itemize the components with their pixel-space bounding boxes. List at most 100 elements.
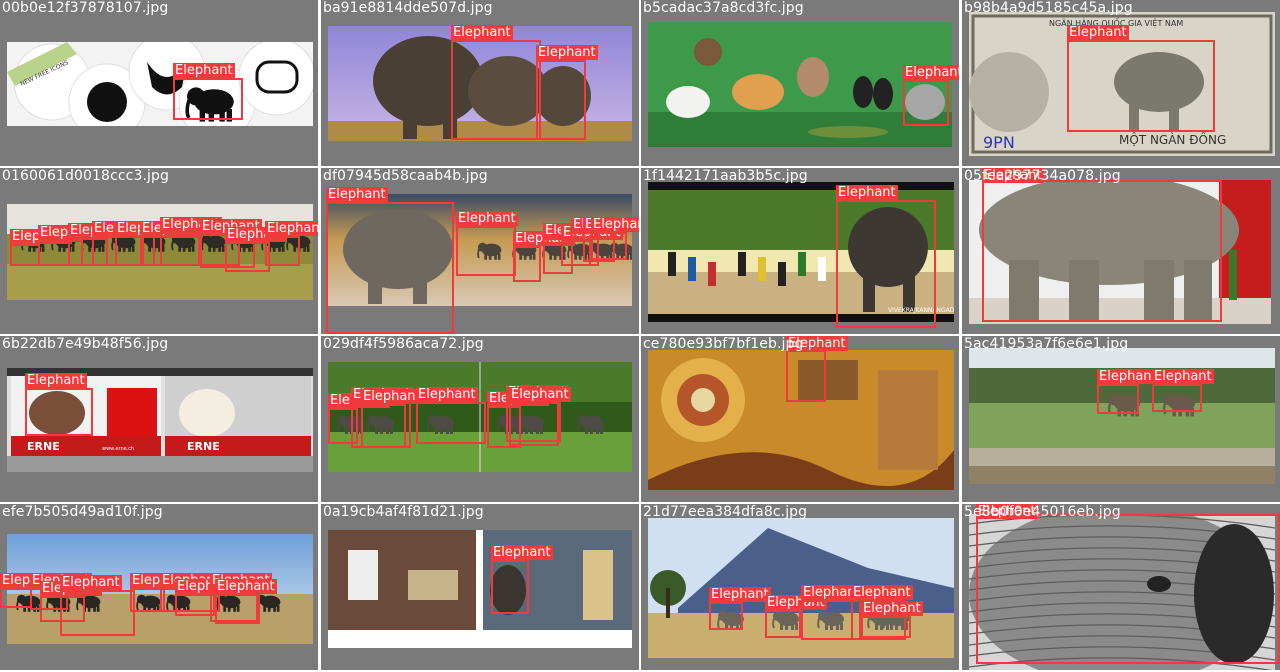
- detection-label: Elephant: [851, 585, 913, 600]
- tile-filename: efe7b505d49ad10f.jpg: [2, 504, 163, 520]
- detection-box: [10, 244, 40, 266]
- detection-box: [361, 404, 406, 448]
- detection-box: [982, 180, 1222, 322]
- detection-box: [456, 226, 516, 276]
- detection-box: [591, 232, 627, 260]
- tile-photo: [648, 350, 954, 490]
- detection-label: Elephant: [786, 336, 848, 351]
- detection-label: Elephant: [861, 601, 923, 616]
- detection-label: Elephant: [326, 187, 388, 202]
- detection-label: Elephant: [836, 185, 898, 200]
- detection-label: Elephant: [536, 45, 598, 60]
- detection-box: [536, 60, 586, 140]
- tile-filename: 0160061d0018ccc3.jpg: [2, 168, 169, 184]
- detection-label: Elephant: [1152, 369, 1214, 384]
- detection-label: Elephant: [456, 211, 518, 226]
- detection-box: [786, 350, 826, 402]
- tile-filename: 1f1442171aab3b5c.jpg: [643, 168, 808, 184]
- image-tile[interactable]: ElephantElephantElephantElephantElephant…: [321, 168, 639, 334]
- tile-photo: [328, 530, 632, 648]
- detection-label: Elephant: [709, 587, 771, 602]
- detection-box: [68, 238, 108, 266]
- tile-photo: [969, 348, 1275, 484]
- detection-label: Elephant: [1097, 369, 1159, 384]
- image-tile[interactable]: NGÂN HÀNG QUỐC GIA VIỆT NAM MỘT NGÀN ĐỒN…: [962, 0, 1280, 166]
- detection-box: [491, 560, 529, 614]
- tile-filename: 21d77eea384dfa8c.jpg: [643, 504, 808, 520]
- svg-text:www.erne.ch: www.erne.ch: [102, 446, 134, 452]
- tile-photo: [328, 362, 632, 472]
- detection-box: [487, 406, 521, 448]
- detection-box: [265, 236, 300, 266]
- tile-photo: ERNE ERNE www.erne.ch: [7, 368, 313, 472]
- svg-text:ERNE: ERNE: [27, 440, 60, 453]
- detection-label: Elephant: [451, 25, 513, 40]
- tile-filename: 00b0e12f37878107.jpg: [2, 0, 169, 16]
- detection-box: [836, 200, 936, 328]
- image-tile[interactable]: ElephantElephantElephantElephantElephant…: [0, 504, 318, 670]
- detection-label: Elephant: [361, 389, 423, 404]
- detection-label: Elephant: [801, 585, 863, 600]
- detection-box: [225, 242, 270, 272]
- detection-box: [513, 246, 541, 282]
- svg-text:MỘT NGÀN ĐỒNG: MỘT NGÀN ĐỒNG: [1119, 131, 1226, 147]
- detection-box: [215, 594, 260, 624]
- image-tile[interactable]: NEW FREE ICONS Elephant 00b0e12f37878107.…: [0, 0, 318, 166]
- image-tile[interactable]: Elephant 05fea297734a078.jpg: [962, 168, 1280, 334]
- detection-label: Elephant: [903, 65, 959, 80]
- tile-photo: [648, 22, 952, 147]
- tile-filename: b98b4a9d5185c45a.jpg: [964, 0, 1133, 16]
- image-tile[interactable]: Elephant 0a19cb4af4f81d21.jpg: [321, 504, 639, 670]
- tile-photo: [969, 514, 1275, 670]
- image-tile[interactable]: VIVEKRAJKANNANGAD Elephant 1f1442171aab3b…: [641, 168, 959, 334]
- detection-box: [903, 80, 949, 126]
- tile-filename: b5cadac37a8cd3fc.jpg: [643, 0, 804, 16]
- detection-box: [451, 40, 541, 140]
- tile-filename: ba91e8814dde507d.jpg: [323, 0, 493, 16]
- detection-label: Elephant: [1067, 25, 1129, 40]
- image-tile[interactable]: ERNE ERNE www.erne.ch Elephant 6b22db7e49…: [0, 336, 318, 502]
- detection-box: [861, 616, 911, 638]
- image-tile[interactable]: Elephant b5cadac37a8cd3fc.jpg: [641, 0, 959, 166]
- tile-photo: VIVEKRAJKANNANGAD: [648, 182, 954, 322]
- svg-text:9PN: 9PN: [983, 133, 1015, 152]
- image-tile[interactable]: ElephantElephantElephantElephantElephant…: [321, 336, 639, 502]
- detection-label: Elephant: [591, 217, 639, 232]
- detection-box: [801, 600, 861, 640]
- detection-label: Elephant: [491, 545, 553, 560]
- detection-box: [60, 590, 135, 636]
- image-tile[interactable]: Elephant Elephant ba91e8814dde507d.jpg: [321, 0, 639, 166]
- tile-filename: 6b22db7e49b48f56.jpg: [2, 336, 169, 352]
- detection-label: Elephant: [509, 387, 571, 402]
- tile-photo: NEW FREE ICONS: [7, 42, 313, 126]
- detection-box: [709, 602, 743, 630]
- detection-box: [1097, 384, 1139, 414]
- tile-filename: df07945d58caab4b.jpg: [323, 168, 488, 184]
- tile-filename: 029df4f5986aca72.jpg: [323, 336, 484, 352]
- detection-box: [130, 588, 165, 612]
- image-tile[interactable]: Elephant ce780e93bf7bf1eb.jpg: [641, 336, 959, 502]
- detection-label: Elephant: [60, 575, 122, 590]
- detection-label: Elephant: [976, 504, 1038, 519]
- detection-box: [416, 402, 486, 444]
- detection-label: Elephant: [173, 63, 235, 78]
- detection-box: [40, 596, 85, 622]
- detection-box: [328, 408, 358, 444]
- detection-box: [175, 594, 215, 616]
- image-tile[interactable]: Elephant Elephant 5ac41953a7f6e6e1.jpg: [962, 336, 1280, 502]
- image-tile[interactable]: Elephant 5e8b0f0e45016eb.jpg: [962, 504, 1280, 670]
- image-tile[interactable]: ElephantElephantElephantElephantElephant…: [0, 168, 318, 334]
- svg-text:VIVEKRAJKANNANGAD: VIVEKRAJKANNANGAD: [888, 307, 954, 314]
- detection-box: [115, 236, 155, 266]
- detection-label: Elephant: [215, 579, 277, 594]
- detection-label: Elephant: [25, 373, 87, 388]
- detection-box: [1152, 384, 1202, 412]
- tile-filename: 5e8b0f0e45016eb.jpg: [964, 504, 1121, 520]
- detection-box: [326, 202, 454, 334]
- detection-label: Elephant: [265, 221, 318, 236]
- svg-text:ERNE: ERNE: [187, 440, 220, 453]
- detection-label: Elephant: [982, 168, 1044, 183]
- tile-filename: ce780e93bf7bf1eb.jpg: [643, 336, 804, 352]
